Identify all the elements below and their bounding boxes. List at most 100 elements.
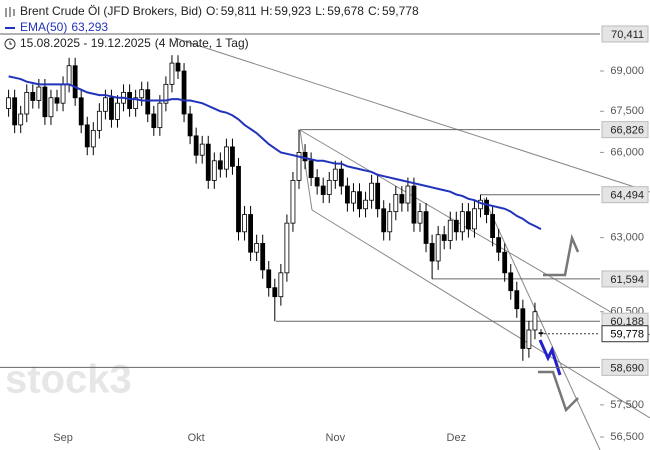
candle-body [48,97,54,118]
candle-body [375,182,381,210]
header-row: EMA(50) 63,293 [4,19,427,35]
candle-body [399,194,405,204]
ema-name: EMA(50) [20,20,68,34]
candle-body [163,83,169,104]
candle-body [205,143,211,181]
candle-body [96,110,102,131]
ema-line [8,75,542,231]
period-note: (4 Monate, 1 Tag) [154,36,249,50]
candle-body [211,160,217,181]
candle-body [447,219,453,241]
candle-body [363,199,368,210]
candle-body [248,214,254,253]
level-box [601,25,649,43]
candle-body [284,222,290,274]
candle-body [103,97,108,112]
quote-label: C: [367,4,380,18]
level-label: 66,826 [610,125,644,137]
level-box [601,121,649,139]
quote-label: O: [206,4,219,18]
candle-body [332,168,338,181]
candle-body [526,329,532,349]
clock-icon [4,38,16,50]
candle-body [472,208,477,230]
candle-body [344,185,350,204]
candle-body [30,91,36,101]
candle-body [490,214,496,239]
ema-value: 63,293 [71,20,109,34]
last-price-box [601,325,649,343]
y-tick-label: 69,000 [610,65,644,77]
candle-body [532,311,538,331]
candle-body [429,243,435,262]
level-label: 58,690 [610,362,644,374]
level-label: 60,188 [610,316,644,328]
candle-body [109,97,114,120]
candle-body [465,211,471,230]
level-label: 70,411 [611,29,644,41]
candle-body [496,237,502,253]
header-row: Brent Crude Öl (JFD Brokers, Bid) O: 59,81… [4,3,427,19]
ema-icon [5,26,15,29]
y-tick-label: 56,500 [610,431,644,443]
instrument: Brent Crude Öl (JFD Brokers, Bid) [20,4,203,18]
candle-body [36,86,42,101]
candle-body [381,208,387,233]
level-box [601,358,649,376]
candle-body [387,211,393,233]
quote-label: H: [260,4,273,18]
candle-body [42,86,48,118]
header-row: 15.08.2025 - 19.12.2025 (4 Monate, 1 Tag) [4,35,427,51]
candle-body [127,91,132,109]
projection-arrows [538,233,580,413]
candle-body [423,211,429,244]
candle-body [417,211,423,224]
candle-body [230,146,235,167]
candle-body [181,70,187,115]
x-tick-label: Sep [53,432,73,444]
y-tick-label: 63,000 [610,232,644,244]
candle-body [338,168,344,187]
y-tick-label: 67,500 [610,105,644,117]
candle-icon [5,6,15,17]
quote-value: 59,923 [274,4,312,18]
level-label: 64,494 [610,190,644,202]
candle-body [308,160,314,178]
period: 15.08.2025 - 19.12.2025 [20,36,151,50]
candle-body [320,185,326,195]
level-box [601,270,649,288]
candle-body [236,165,241,233]
quote-value: 59,778 [381,4,419,18]
candle-body [441,234,447,241]
candle-body [520,308,526,349]
candle-body [139,89,145,99]
quote-value: 59,678 [327,4,364,18]
candle-body [508,272,514,292]
x-tick-label: Nov [326,432,346,444]
candle-body [169,62,175,85]
y-tick-label: 66,000 [610,146,644,158]
candle-body [90,129,96,148]
level-label: 61,594 [610,274,644,286]
candle-body [12,97,18,126]
candle-body [66,65,72,85]
candle-body [175,62,181,72]
candle-body [453,219,459,233]
candle-body [351,191,356,204]
candle-body [18,113,24,126]
candle-body [296,152,302,181]
candle-body [78,97,84,126]
candle-body [314,177,320,187]
level-box [601,186,649,204]
trend-lines [174,37,650,450]
candle-body [84,124,90,148]
candle-body [199,143,205,156]
watermark: stock3 [5,358,132,402]
candle-body [266,269,272,289]
quote: O: 59,811 H: 59,923 L: 59,678 C: 59,778 [206,4,423,18]
candle-body [369,182,375,201]
x-tick-label: Okt [188,432,205,444]
candle-body [272,287,278,298]
candle-body [24,91,30,115]
